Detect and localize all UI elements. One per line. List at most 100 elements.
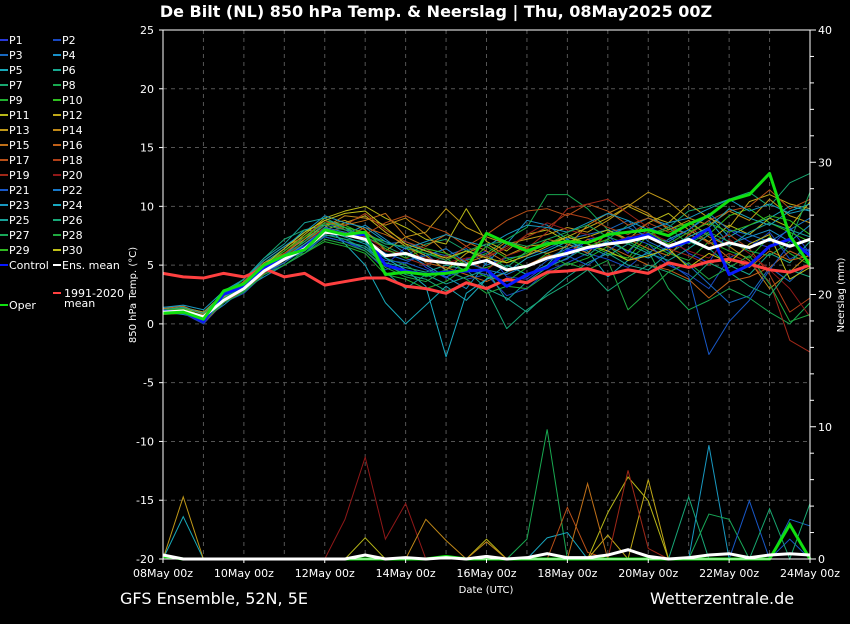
legend-item-p12: P12 (53, 109, 83, 122)
axes: -20 -15 -10 -5 0 5 10 15 20 25 0 10 20 30 40 08May 00z 1… (133, 24, 840, 580)
grid (163, 30, 810, 559)
x-tick-label: 20May 00z (618, 567, 678, 580)
y2-tick-label: 20 (818, 289, 832, 302)
legend-label: P28 (62, 229, 83, 242)
legend-item-p8: P8 (53, 79, 76, 92)
legend-item-p9: P9 (0, 94, 23, 107)
legend-item-p5: P5 (0, 64, 23, 77)
x-tick-label: 08May 00z (133, 567, 193, 580)
legend-label: P6 (62, 64, 76, 77)
x-tick-label: 16May 00z (456, 567, 516, 580)
legend-item-control: Control (0, 259, 49, 272)
legend-item-p24: P24 (53, 199, 83, 212)
legend-label: P30 (62, 244, 83, 257)
y-tick-label: 20 (140, 83, 154, 96)
y-tick-label: -20 (136, 553, 154, 566)
legend-item-p20: P20 (53, 169, 83, 182)
series-line-p30 (162, 210, 811, 318)
chart-title: De Bilt (NL) 850 hPa Temp. & Neerslag | … (160, 2, 712, 22)
temperature-lines (162, 171, 812, 358)
legend-label: P10 (62, 94, 83, 107)
legend-item-oper: Oper (0, 299, 36, 312)
legend-item-p13: P13 (0, 124, 30, 137)
legend-item-p16: P16 (53, 139, 83, 152)
legend-label: P25 (9, 214, 30, 227)
legend-item-p17: P17 (0, 154, 30, 167)
x-tick-label: 18May 00z (537, 567, 597, 580)
y-tick-label: 15 (140, 142, 154, 155)
legend-label: mean (64, 297, 95, 310)
legend-item-p10: P10 (53, 94, 83, 107)
legend-item-p6: P6 (53, 64, 76, 77)
x-tick-label: 10May 00z (214, 567, 274, 580)
series-line-oper (162, 171, 812, 321)
x-tick-label: 14May 00z (376, 567, 436, 580)
legend-item-p22: P22 (53, 184, 83, 197)
legend-item-p14: P14 (53, 124, 83, 137)
legend-label: P9 (9, 94, 23, 107)
legend-item-p26: P26 (53, 214, 83, 227)
legend-label: P3 (9, 49, 23, 62)
legend-label: P16 (62, 139, 83, 152)
x-axis-label: Date (UTC) (459, 585, 514, 596)
legend-item-p18: P18 (53, 154, 83, 167)
y-tick-label: -5 (143, 377, 154, 390)
legend-label: P24 (62, 199, 83, 212)
legend-label: P4 (62, 49, 76, 62)
legend-label: P27 (9, 229, 30, 242)
legend-label: P7 (9, 79, 23, 92)
legend-item-p28: P28 (53, 229, 83, 242)
legend-label: P15 (9, 139, 30, 152)
legend-label: Ens. mean (62, 259, 120, 272)
legend-label: P13 (9, 124, 30, 137)
y-tick-label: -15 (136, 494, 154, 507)
legend-item-p3: P3 (0, 49, 23, 62)
series-line-1991-2020-mean (162, 257, 811, 295)
x-tick-label: 12May 00z (295, 567, 355, 580)
legend-label: P17 (9, 154, 30, 167)
y-axis-label: 850 hPa Temp. (°C) (128, 247, 139, 343)
legend-label: P12 (62, 109, 83, 122)
y2-tick-label: 0 (818, 553, 825, 566)
series-line-control (162, 227, 811, 324)
legend-label: P22 (62, 184, 83, 197)
legend-label: P23 (9, 199, 30, 212)
legend-label: Control (9, 259, 49, 272)
legend-label: P18 (62, 154, 83, 167)
legend-item-p4: P4 (53, 49, 76, 62)
legend-item-p30: P30 (53, 244, 83, 257)
legend-label: P21 (9, 184, 30, 197)
legend-label: P5 (9, 64, 23, 77)
legend-item-p23: P23 (0, 199, 30, 212)
legend-label: Oper (9, 299, 36, 312)
legend-label: P1 (9, 34, 23, 47)
legend-item-ens-mean: Ens. mean (53, 259, 120, 272)
x-tick-label: 24May 00z (780, 567, 840, 580)
legend-item-p15: P15 (0, 139, 30, 152)
y-tick-label: 5 (147, 259, 154, 272)
legend-label: 1991-2020 (64, 287, 124, 300)
footer-source: GFS Ensemble, 52N, 5E (120, 589, 308, 608)
y-tick-label: 25 (140, 24, 154, 37)
legend-label: P29 (9, 244, 30, 257)
legend-item-p7: P7 (0, 79, 23, 92)
legend: P1 P2 P3 P4 P5 P6 P7 P8 P9 P10 P11 P12 P13 P14 P15 P16 P… (0, 34, 124, 312)
legend-item-p25: P25 (0, 214, 30, 227)
legend-label: P8 (62, 79, 76, 92)
legend-label: P20 (62, 169, 83, 182)
y2-tick-label: 40 (818, 24, 832, 37)
legend-label: P14 (62, 124, 83, 137)
legend-label: P2 (62, 34, 76, 47)
y2-axis-label: Neerslag (mm) (836, 257, 847, 332)
series-line-ens-mean (162, 230, 811, 319)
footer-site: Wetterzentrale.de (650, 589, 794, 608)
legend-item-p11: P11 (0, 109, 30, 122)
y2-tick-label: 10 (818, 421, 832, 434)
x-tick-label: 22May 00z (699, 567, 759, 580)
legend-label: P26 (62, 214, 83, 227)
y-tick-label: -10 (136, 435, 154, 448)
y2-tick-label: 30 (818, 156, 832, 169)
